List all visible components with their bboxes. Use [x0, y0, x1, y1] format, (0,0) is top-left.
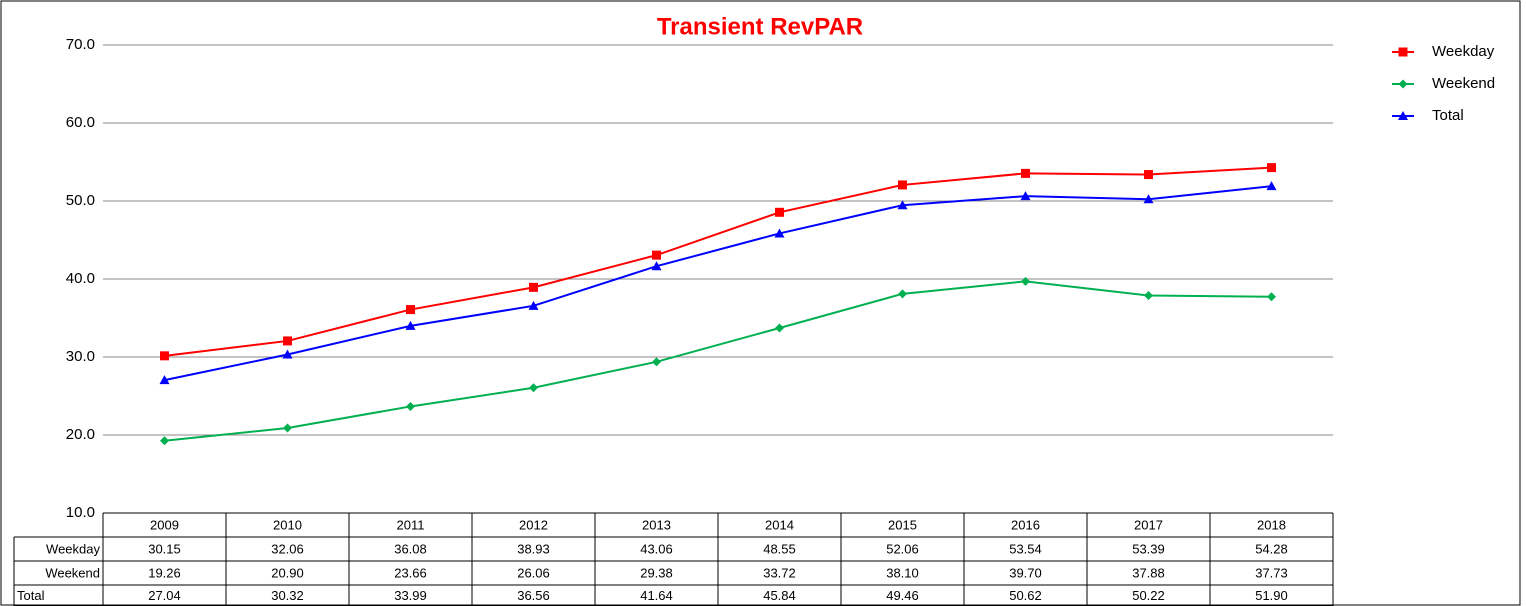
x-tick-label: 2011: [397, 517, 425, 532]
x-tick-label: 2012: [519, 517, 548, 532]
table-cell: 33.72: [763, 565, 796, 580]
marker: [652, 357, 661, 367]
marker: [1143, 194, 1154, 204]
series-line: [164, 185, 1272, 382]
marker: [1144, 291, 1153, 301]
y-tick-label: 30.0: [66, 348, 95, 365]
series-line: [164, 280, 1272, 442]
x-tick-label: 2013: [642, 517, 671, 532]
y-tick-label: 20.0: [66, 426, 95, 443]
table-cell: 51.90: [1255, 588, 1288, 603]
marker: [528, 300, 539, 310]
x-tick-label: 2010: [273, 517, 302, 532]
marker: [160, 436, 169, 446]
table-cell: 29.38: [640, 565, 673, 580]
table-cell: 37.73: [1255, 565, 1288, 580]
marker: [775, 207, 784, 217]
marker: [651, 261, 662, 271]
y-tick-label: 60.0: [66, 114, 95, 131]
table-cell: 41.64: [640, 588, 673, 603]
legend-label: Weekend: [1432, 75, 1495, 92]
table-cell: 23.66: [394, 565, 427, 580]
marker: [652, 250, 661, 260]
table-cell: 26.06: [517, 565, 550, 580]
marker: [774, 228, 785, 238]
x-tick-label: 2018: [1257, 517, 1286, 532]
marker: [897, 200, 908, 210]
table-cell: 38.93: [517, 541, 550, 556]
x-tick-label: 2016: [1011, 517, 1040, 532]
marker: [283, 423, 292, 433]
marker: [1398, 79, 1408, 89]
table-cell: 53.39: [1132, 541, 1165, 556]
table-cell: 45.84: [763, 588, 796, 603]
table-cell: 30.32: [271, 588, 304, 603]
marker: [529, 383, 538, 393]
marker: [405, 320, 416, 330]
x-tick-label: 2009: [150, 517, 179, 532]
marker: [1398, 47, 1408, 57]
chart-title: Transient RevPAR: [657, 13, 863, 40]
x-tick-label: 2014: [765, 517, 794, 532]
table-cell: 19.26: [148, 565, 181, 580]
table-cell: 54.28: [1255, 541, 1288, 556]
marker: [159, 375, 170, 385]
table-cell: 53.54: [1009, 541, 1042, 556]
marker: [1144, 170, 1153, 180]
table-cell: 38.10: [886, 565, 919, 580]
marker: [1021, 276, 1030, 286]
table-cell: 50.22: [1132, 588, 1165, 603]
marker: [406, 305, 415, 315]
marker: [160, 351, 169, 361]
table-cell: 37.88: [1132, 565, 1165, 580]
table-cell: 49.46: [886, 588, 919, 603]
marker: [282, 349, 293, 359]
table-cell: 48.55: [763, 541, 796, 556]
y-tick-label: 50.0: [66, 192, 95, 209]
marker: [898, 289, 907, 299]
table-cell: 36.56: [517, 588, 550, 603]
series-line: [164, 166, 1272, 357]
marker: [1266, 181, 1277, 191]
table-cell: 32.06: [271, 541, 304, 556]
x-tick-label: 2015: [888, 517, 917, 532]
y-tick-label: 40.0: [66, 270, 95, 287]
marker: [1398, 111, 1408, 120]
legend-label: Weekday: [1432, 43, 1495, 60]
table-cell: 30.15: [148, 541, 181, 556]
table-row-header: Weekend: [45, 565, 100, 580]
y-tick-label: 10.0: [66, 504, 95, 521]
legend-label: Total: [1432, 107, 1464, 124]
y-tick-label: 70.0: [66, 36, 95, 53]
x-tick-label: 2017: [1134, 517, 1163, 532]
table-row-header: Weekday: [46, 541, 100, 556]
marker: [406, 401, 415, 411]
marker: [1021, 168, 1030, 178]
table-cell: 43.06: [640, 541, 673, 556]
table-row-header: Total: [17, 588, 45, 603]
marker: [1020, 191, 1031, 201]
marker: [529, 282, 538, 292]
marker: [775, 323, 784, 333]
marker: [898, 180, 907, 190]
marker: [1267, 292, 1276, 302]
table-cell: 20.90: [271, 565, 304, 580]
table-cell: 39.70: [1009, 565, 1042, 580]
marker: [283, 336, 292, 346]
table-cell: 36.08: [394, 541, 427, 556]
table-cell: 33.99: [394, 588, 427, 603]
table-cell: 27.04: [148, 588, 181, 603]
table-cell: 50.62: [1009, 588, 1042, 603]
table-cell: 52.06: [886, 541, 919, 556]
marker: [1267, 163, 1276, 173]
